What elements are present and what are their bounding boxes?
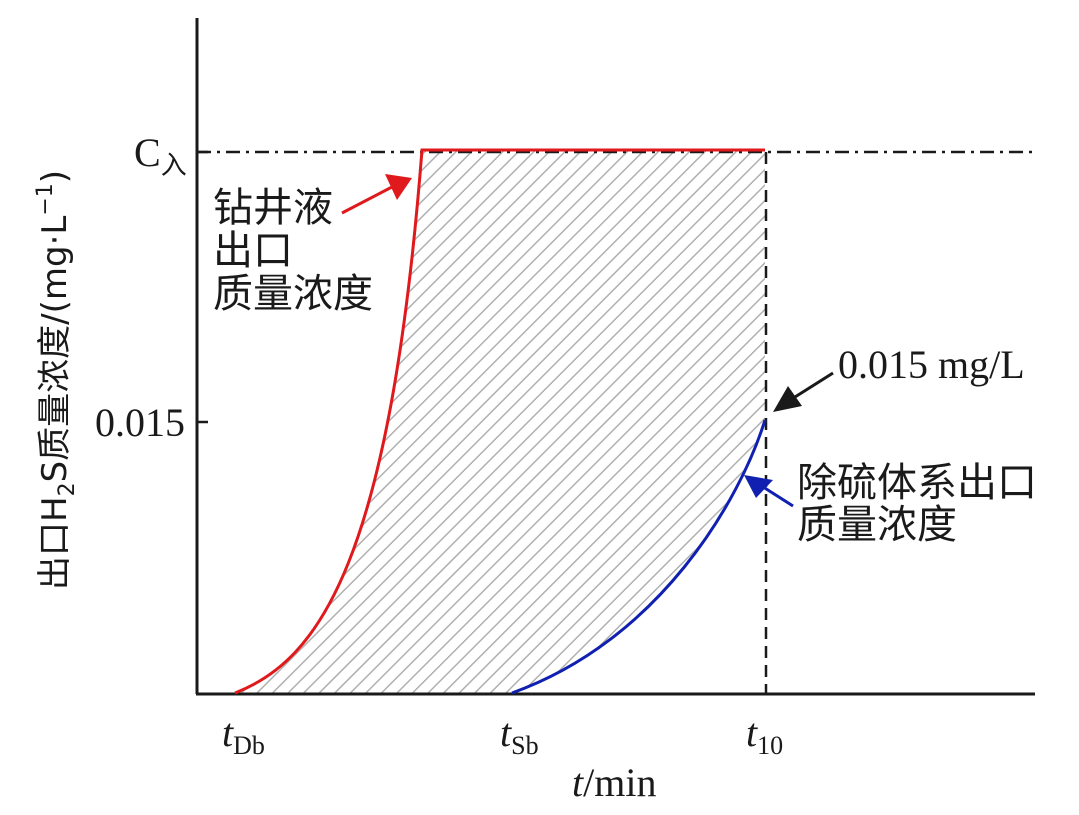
y-tick-label-cin: C入 — [134, 130, 187, 181]
threshold-arrow-shaft — [794, 371, 834, 399]
drilling-fluid-label-line-3: 质量浓度 — [213, 271, 373, 317]
threshold-label: 0.015 mg/L — [838, 342, 1025, 387]
y-tick-label-threshold: 0.015 — [95, 400, 185, 445]
drilling-fluid-label-line-1: 钻井液 — [213, 185, 333, 231]
desulfurization-curve — [511, 419, 767, 695]
x-tick-label-t10: t10 — [746, 710, 783, 760]
desulfurization-label-line-2: 质量浓度 — [797, 502, 957, 548]
red-arrow-head — [385, 174, 412, 200]
blue-arrow-shaft — [759, 483, 794, 508]
x-tick-label-tdb: tDb — [222, 710, 265, 760]
desulfurization-label-line-1: 除硫体系出口 — [797, 460, 1037, 506]
y-axis-title: 出口H2S质量浓度/(mg·L−1) — [33, 170, 80, 590]
x-axis-title: t/min — [572, 760, 656, 805]
red-arrow-shaft — [341, 185, 393, 215]
blue-arrow-head — [744, 475, 773, 498]
hatched-area — [235, 150, 765, 693]
drilling-fluid-label-line-2: 出口 — [213, 228, 293, 274]
drilling-fluid-curve — [234, 148, 765, 695]
threshold-arrow-head — [773, 386, 802, 412]
x-tick-label-tsb: tSb — [500, 710, 539, 760]
